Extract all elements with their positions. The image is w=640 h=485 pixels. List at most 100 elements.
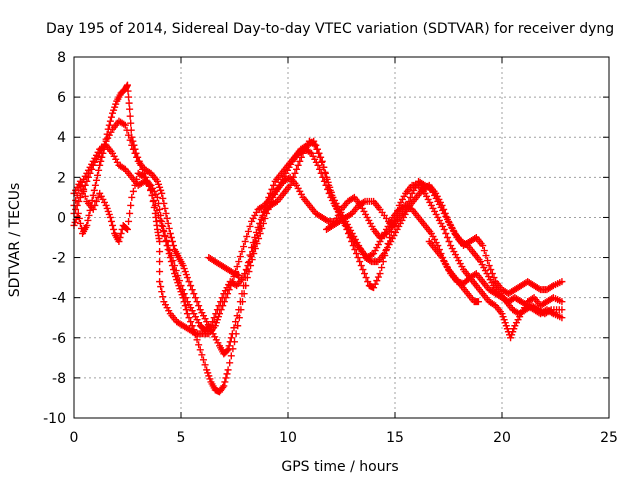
data-point (125, 99, 133, 107)
data-point (158, 288, 166, 296)
data-point (120, 120, 128, 128)
series-segment-e (205, 254, 243, 280)
data-point (174, 272, 182, 280)
data-point (236, 253, 244, 261)
data-point (83, 221, 91, 229)
data-point (361, 270, 369, 278)
data-point (85, 211, 93, 219)
data-point (185, 314, 193, 322)
data-point (116, 234, 124, 241)
data-point (167, 252, 175, 260)
data-point (195, 302, 203, 310)
data-point (187, 318, 195, 326)
data-point (164, 242, 172, 250)
data-point (443, 234, 451, 241)
data-point (306, 148, 314, 156)
data-point (138, 165, 146, 173)
data-point (232, 318, 240, 326)
data-point (159, 194, 167, 202)
data-point (239, 274, 247, 282)
data-point (246, 251, 254, 259)
data-point (161, 204, 169, 212)
data-point (297, 153, 305, 161)
data-point (105, 121, 113, 129)
data-point (238, 248, 246, 256)
data-point (88, 196, 96, 204)
data-point (78, 182, 86, 190)
data-point (389, 220, 397, 228)
data-point (362, 274, 370, 282)
data-point (167, 258, 175, 266)
data-point (94, 193, 102, 201)
data-point (223, 370, 231, 378)
data-point (115, 238, 123, 246)
data-point (239, 298, 247, 306)
data-point (346, 234, 354, 241)
data-point (75, 214, 83, 222)
data-point (374, 273, 382, 281)
data-point (535, 285, 543, 293)
data-point (311, 141, 319, 149)
data-point (188, 286, 196, 294)
data-point (103, 130, 111, 138)
data-point (190, 329, 198, 337)
data-point (171, 262, 179, 270)
data-point (92, 197, 100, 205)
data-point (225, 342, 233, 350)
data-point (252, 238, 260, 246)
data-point (95, 166, 103, 174)
data-point (89, 205, 97, 213)
data-point (181, 302, 189, 310)
data-point (440, 225, 448, 233)
data-point (167, 234, 175, 241)
data-point (359, 266, 367, 274)
data-point (168, 238, 176, 246)
data-point (317, 169, 325, 177)
data-point (199, 356, 207, 364)
data-point (110, 225, 118, 233)
data-point (183, 274, 191, 282)
data-point (242, 266, 250, 274)
data-point (230, 324, 238, 332)
x-tick-label: 0 (70, 430, 79, 446)
data-point (222, 374, 230, 382)
data-point (121, 121, 129, 129)
y-tick-label: 8 (57, 50, 66, 66)
data-point (91, 201, 99, 209)
data-point (182, 306, 190, 314)
data-point (402, 205, 410, 213)
data-point (156, 238, 164, 246)
data-point (558, 306, 566, 314)
data-point (81, 192, 89, 200)
data-point (235, 258, 243, 266)
data-point (122, 224, 130, 232)
data-point (177, 282, 185, 290)
data-point (156, 278, 164, 286)
data-point (528, 295, 536, 303)
data-point (314, 161, 322, 169)
data-point (162, 209, 170, 217)
data-point (101, 140, 109, 148)
data-point (356, 258, 364, 266)
data-point (313, 145, 321, 153)
data-point (240, 243, 248, 251)
data-point (371, 280, 379, 288)
data-point (370, 284, 378, 292)
data-point (244, 227, 252, 235)
y-tick-label: 6 (57, 90, 66, 106)
data-point (124, 225, 131, 233)
data-point (364, 278, 372, 286)
data-point (126, 105, 134, 113)
data-point (250, 243, 258, 251)
y-tick-label: 2 (57, 170, 66, 186)
data-point (188, 322, 196, 330)
data-point (209, 318, 217, 326)
data-point (190, 290, 198, 298)
data-point (366, 257, 374, 265)
data-point (246, 222, 254, 230)
data-point (185, 278, 193, 286)
data-point (227, 334, 235, 342)
data-point (442, 229, 450, 237)
data-point (158, 189, 166, 197)
data-point (318, 158, 326, 166)
